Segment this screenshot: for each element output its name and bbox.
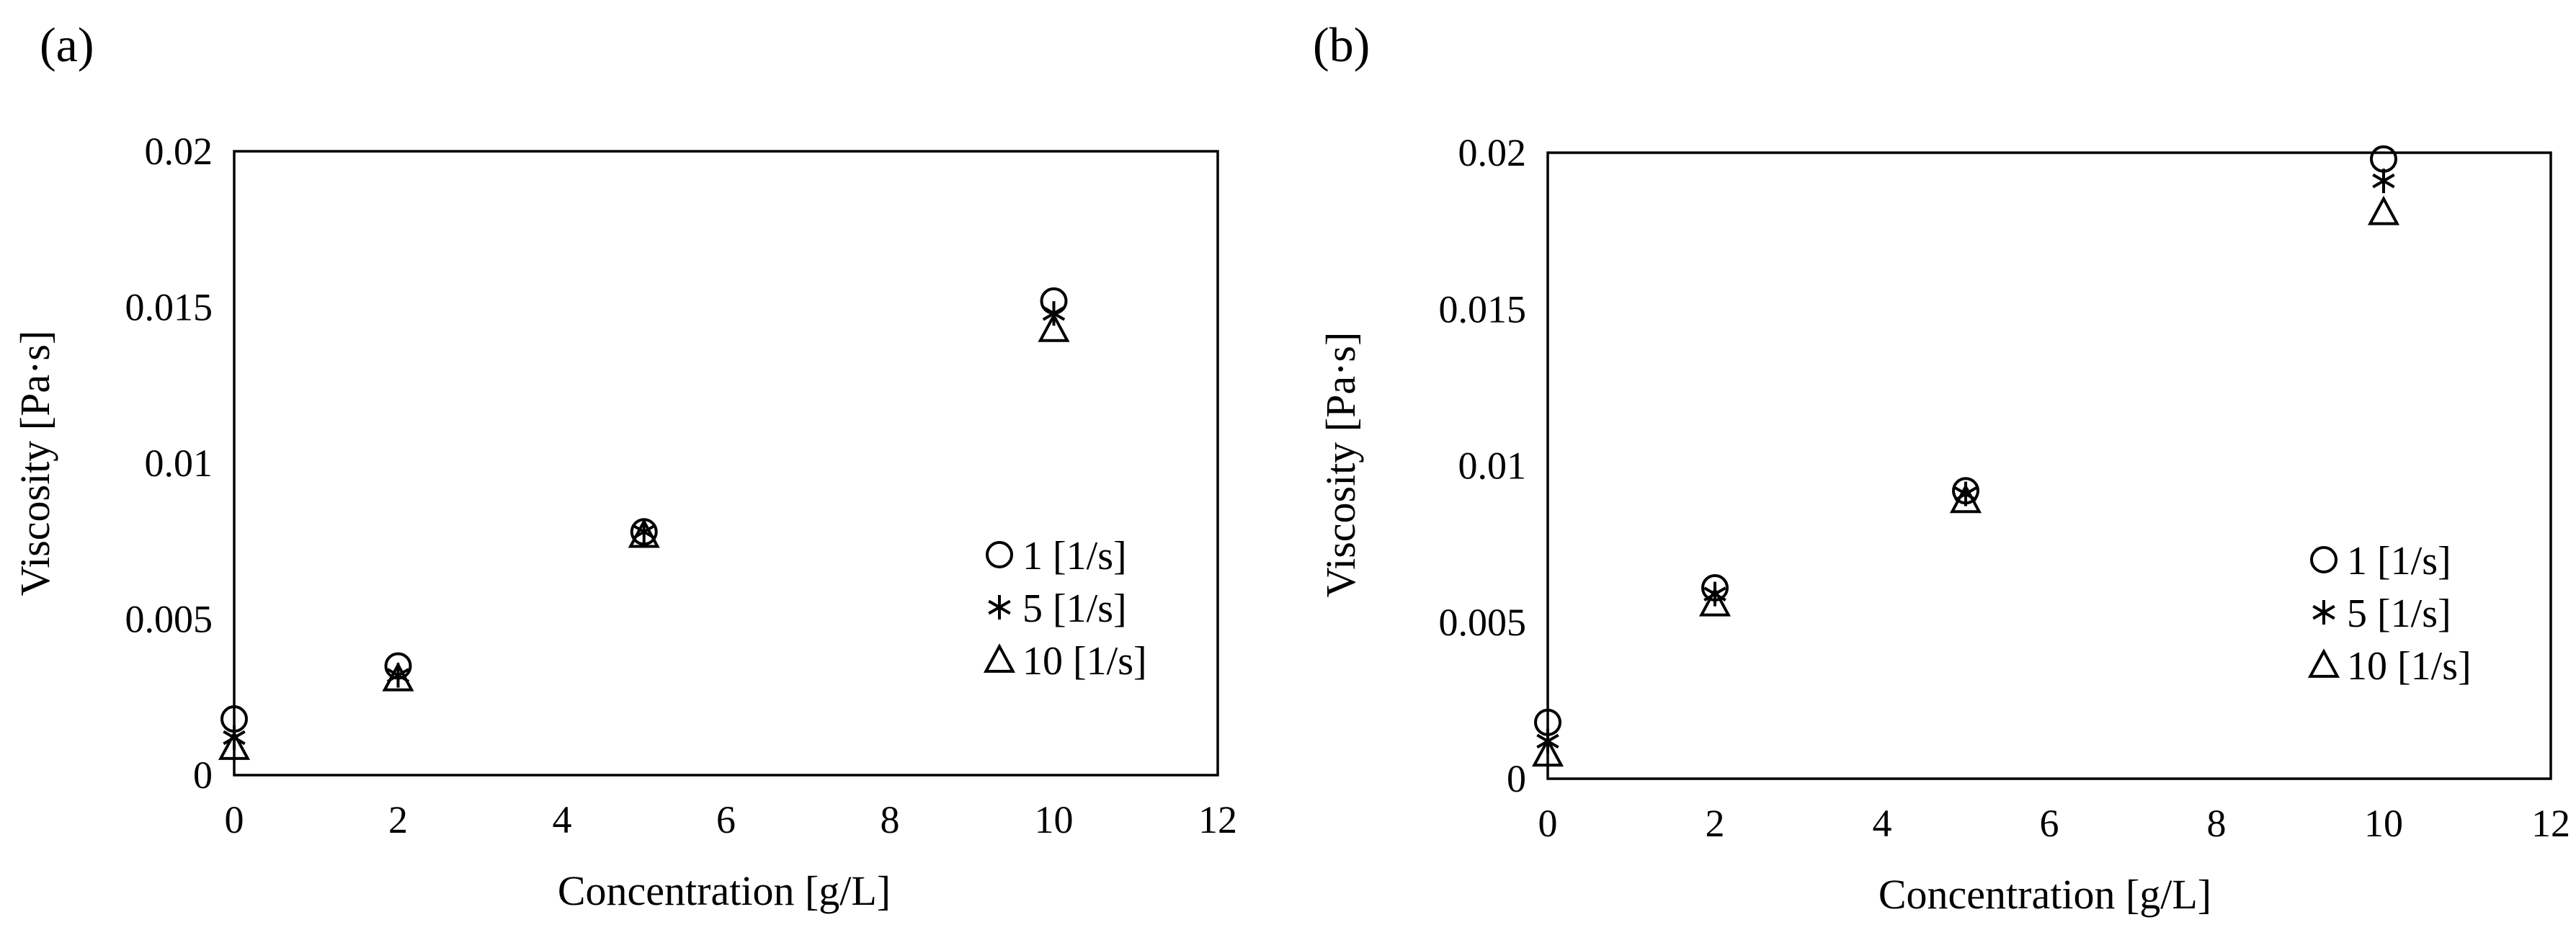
data-point-triangle <box>1949 483 1982 514</box>
data-point-asterisk <box>223 725 246 751</box>
data-point-triangle <box>628 518 660 548</box>
x-tick-label: 4 <box>1873 802 1892 845</box>
data-point-asterisk <box>1703 581 1726 607</box>
data-point-triangle <box>1698 586 1732 617</box>
legend-label: 1 [1/s] <box>1022 534 1127 578</box>
x-tick-label: 0 <box>1538 802 1558 845</box>
y-tick-label: 0.015 <box>1439 287 1527 331</box>
legend-label: 10 [1/s] <box>2347 644 2472 689</box>
data-point-circle <box>2370 145 2397 173</box>
chart-panel-b: (b) 0 2 4 6 8 10 12 0 0.005 0.01 0.015 0.02 Concent… <box>1313 17 2570 918</box>
x-tick-label: 2 <box>1706 802 1725 845</box>
data-point-triangle <box>382 661 414 692</box>
tick-labels: 0 2 4 6 8 10 12 0 0.005 0.01 0.015 0.02 <box>125 130 1238 841</box>
y-tick-label: 0.02 <box>145 130 213 173</box>
x-tick-label: 0 <box>225 798 244 841</box>
legend-label: 5 [1/s] <box>1022 586 1127 631</box>
y-tick-label: 0.005 <box>125 598 213 641</box>
legend: 1 [1/s] 5 [1/s] 10 [1/s] <box>2307 539 2472 689</box>
x-tick-label: 10 <box>2364 802 2403 845</box>
plot-area-frame <box>233 150 1219 777</box>
legend-marker-triangle <box>983 643 1016 673</box>
panel-label: (b) <box>1313 17 1370 72</box>
x-axis-title: Concentration [g/L] <box>1878 871 2211 918</box>
x-tick-label: 6 <box>2040 802 2059 845</box>
legend-label: 1 [1/s] <box>2347 539 2451 584</box>
y-tick-label: 0.02 <box>1458 131 1527 174</box>
data-point-triangle <box>2367 195 2400 225</box>
x-tick-label: 10 <box>1035 798 1074 841</box>
legend-marker-circle <box>986 541 1013 568</box>
y-tick-label: 0.01 <box>1458 444 1527 488</box>
data-point-asterisk <box>2372 169 2395 194</box>
y-tick-label: 0.01 <box>145 442 213 485</box>
x-axis-title: Concentration [g/L] <box>558 867 891 914</box>
legend-marker-asterisk <box>988 595 1011 620</box>
data-points <box>1531 145 2400 767</box>
legend: 1 [1/s] 5 [1/s] 10 [1/s] <box>983 534 1147 684</box>
chart-panel-a: (a) 0 2 4 6 8 10 12 0 0.005 0.01 0.015 0.02 Concent… <box>12 17 1237 914</box>
y-tick-label: 0 <box>1507 757 1526 800</box>
tick-labels: 0 2 4 6 8 10 12 0 0.005 0.01 0.015 0.02 <box>1439 131 2571 845</box>
x-tick-label: 12 <box>1198 798 1237 841</box>
data-point-triangle <box>218 730 251 760</box>
legend-marker-triangle <box>2307 648 2340 678</box>
x-tick-label: 2 <box>388 798 408 841</box>
x-tick-label: 12 <box>2531 802 2570 845</box>
legend-marker-circle <box>2310 546 2337 573</box>
legend-marker-asterisk <box>2312 600 2335 625</box>
data-point-triangle <box>1531 737 1564 767</box>
legend-label: 10 [1/s] <box>1022 639 1147 684</box>
legend-label: 5 [1/s] <box>2347 591 2451 636</box>
x-tick-label: 6 <box>716 798 736 841</box>
x-tick-label: 4 <box>553 798 572 841</box>
panel-label: (a) <box>40 17 94 72</box>
y-tick-label: 0.015 <box>125 286 213 329</box>
y-axis-title: Viscosity [Pa·s] <box>1317 332 1364 598</box>
x-tick-label: 8 <box>2207 802 2227 845</box>
y-tick-label: 0 <box>193 754 213 797</box>
y-axis-title: Viscosity [Pa·s] <box>12 331 58 596</box>
data-point-triangle <box>1038 312 1070 342</box>
x-tick-label: 8 <box>881 798 900 841</box>
data-points <box>218 287 1070 760</box>
y-tick-label: 0.005 <box>1439 601 1527 644</box>
plot-area-frame <box>1546 151 2552 780</box>
